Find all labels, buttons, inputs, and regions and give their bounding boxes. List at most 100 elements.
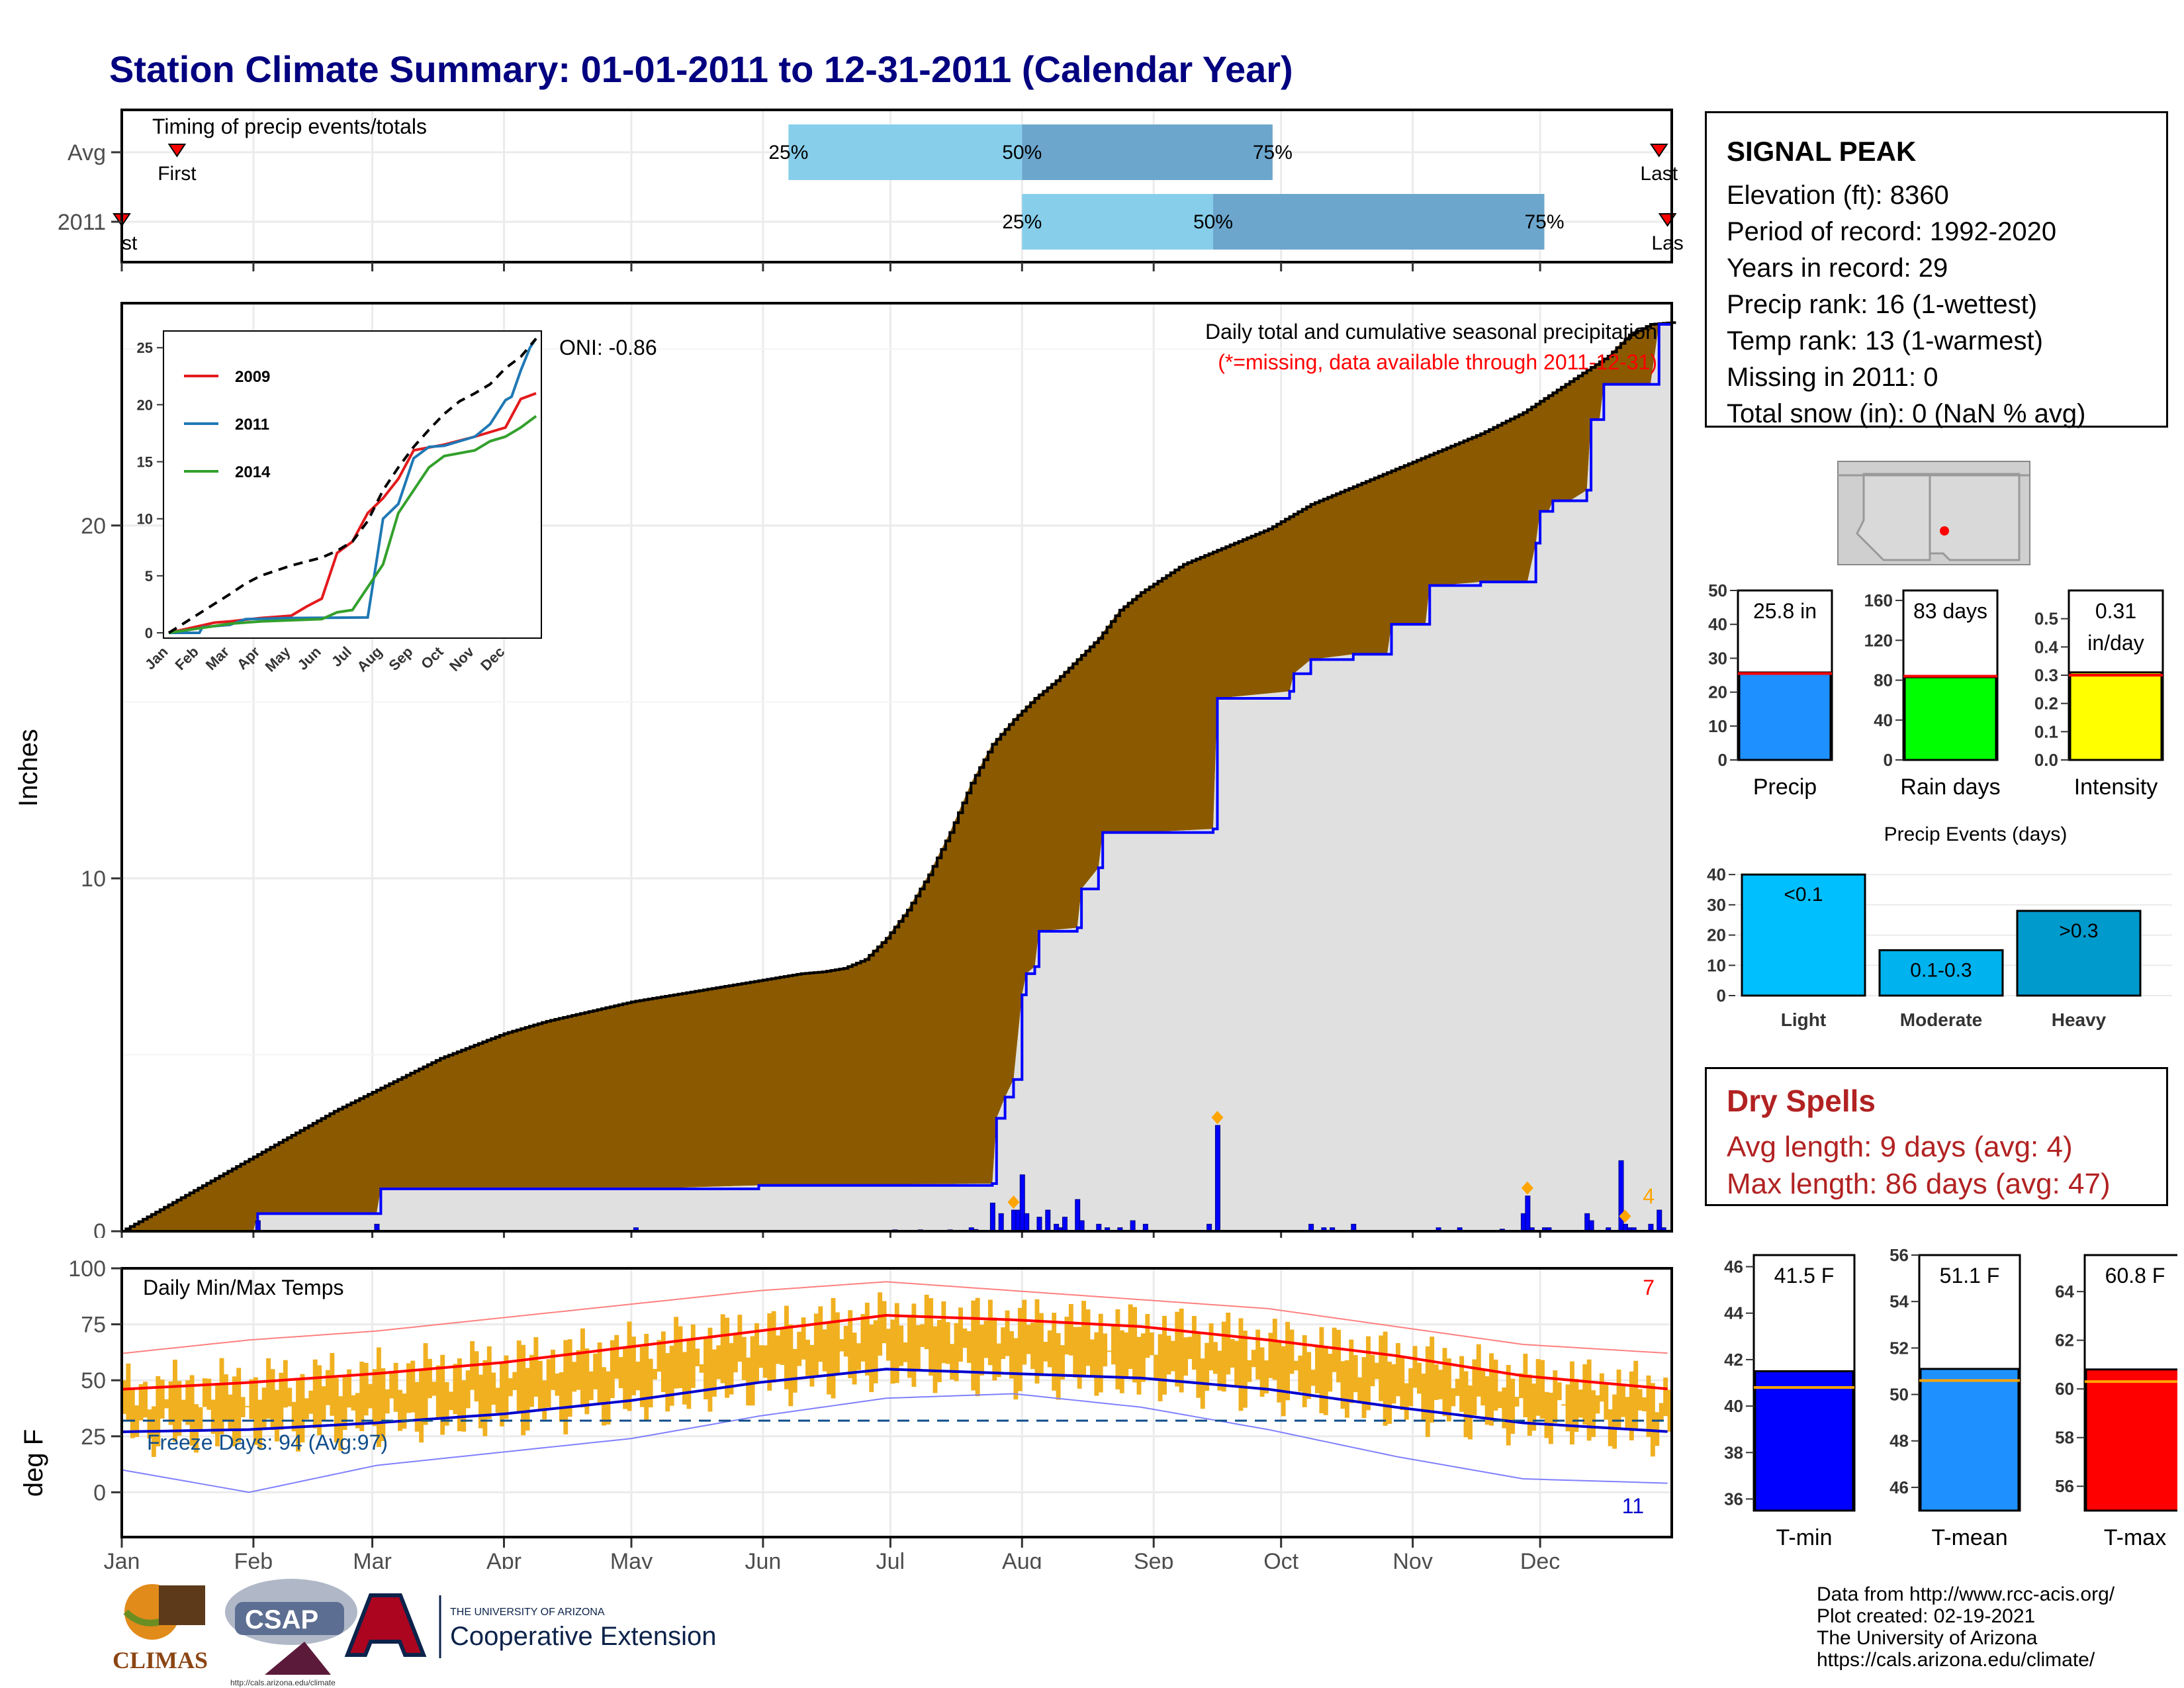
daily-temp-bar — [869, 1324, 874, 1392]
daily-temp-bar — [283, 1360, 288, 1408]
dry-spells-title: Dry Spells — [1727, 1084, 1876, 1118]
timing-bar-q50-q75 — [1213, 194, 1545, 250]
daily-temp-bar — [172, 1360, 177, 1442]
daily-temp-bar — [1094, 1332, 1099, 1396]
daily-precip-bar — [1618, 1160, 1624, 1232]
summary-bar — [2085, 1368, 2177, 1512]
daily-temp-bar — [1162, 1315, 1167, 1395]
daily-temp-bar — [653, 1368, 657, 1380]
daily-temp-bar — [945, 1322, 950, 1364]
daily-temp-bar — [1404, 1383, 1409, 1420]
daily-temp-bar — [580, 1328, 585, 1408]
precip-chart: 0 10 20 Daily total and cumulative seasona… — [14, 302, 1676, 1238]
daily-temp-bar — [393, 1362, 398, 1412]
daily-temp-bar — [1268, 1333, 1273, 1378]
daily-temp-bar — [1272, 1319, 1277, 1380]
timing-bar-q25-q50 — [788, 124, 1023, 180]
daily-temp-bar — [678, 1326, 683, 1389]
daily-temp-bar — [1667, 1389, 1672, 1432]
event-bar — [1878, 949, 2004, 997]
daily-temp-bar — [551, 1349, 555, 1390]
daily-temp-bar — [1459, 1356, 1465, 1412]
daily-temp-bar — [1438, 1370, 1443, 1399]
daily-temp-bar — [639, 1346, 645, 1407]
freeze-days-label: Freeze Days: 94 (Avg:97) — [147, 1430, 388, 1454]
daily-temp-bar — [711, 1349, 717, 1397]
summary-ytick-label: 20 — [1708, 682, 1727, 702]
coop-extension-text: Cooperative Extension — [450, 1622, 716, 1651]
daily-temp-bar — [894, 1303, 899, 1383]
daily-temp-bar — [512, 1372, 518, 1390]
daily-temp-bar — [805, 1339, 810, 1376]
daily-temp-bar — [1502, 1387, 1507, 1429]
daily-temp-bar — [1060, 1345, 1065, 1380]
daily-temp-bar — [321, 1386, 326, 1421]
csap-logo[interactable]: CSAP http://cals.arizona.edu/climate — [225, 1579, 357, 1687]
daily-temp-bar — [1370, 1354, 1375, 1387]
daily-temp-bar — [334, 1378, 339, 1443]
daily-temp-bar — [236, 1368, 242, 1442]
daily-precip-bar — [1079, 1220, 1085, 1232]
daily-temp-bar — [1298, 1355, 1303, 1392]
daily-temp-bar — [1366, 1336, 1371, 1411]
daily-temp-bar — [253, 1377, 258, 1445]
daily-temp-bar — [1586, 1359, 1592, 1441]
daily-temp-bar — [1455, 1378, 1460, 1396]
daily-temp-bar — [516, 1340, 522, 1413]
daily-temp-bar — [674, 1317, 679, 1389]
heavy-event-marker — [1211, 1111, 1224, 1125]
timing-q75-label: 75% — [1524, 211, 1564, 233]
precip-ytick-label: 0 — [93, 1219, 106, 1238]
climas-logo[interactable]: CLIMAS — [113, 1584, 208, 1673]
daily-temp-bar — [500, 1363, 504, 1427]
timing-bar-q50-q75 — [1022, 124, 1273, 180]
summary-ytick-label: 60 — [2055, 1379, 2074, 1399]
daily-temp-bar — [1599, 1373, 1604, 1402]
ua-logo[interactable]: THE UNIVERSITY OF ARIZONA Cooperative Ex… — [344, 1593, 716, 1658]
csap-url: http://cals.arizona.edu/climate — [230, 1678, 336, 1687]
first-label: st — [122, 232, 138, 254]
daily-temp-bar — [716, 1345, 721, 1380]
daily-temp-bar — [1353, 1355, 1358, 1393]
daily-temp-bar — [1196, 1332, 1201, 1398]
ua-small-text: THE UNIVERSITY OF ARIZONA — [450, 1607, 605, 1618]
daily-temp-bar — [435, 1365, 441, 1419]
info-line: Precip rank: 16 (1-wettest) — [1727, 290, 2038, 319]
daily-temp-bar — [453, 1364, 458, 1415]
last-label: Las — [1651, 232, 1683, 254]
daily-temp-bar — [270, 1369, 275, 1430]
daily-temp-bar — [406, 1363, 411, 1413]
summary-ytick-label: 50 — [1708, 583, 1727, 600]
temp-xtick-label: Oct — [1263, 1549, 1298, 1569]
logos[interactable]: CLIMAS CSAP http://cals.arizona.edu/clim… — [106, 1575, 754, 1688]
event-bar-label: <0.1 — [1784, 884, 1823, 906]
daily-temp-bar — [920, 1324, 925, 1347]
daily-temp-bar — [827, 1323, 832, 1395]
daily-temp-bar — [695, 1348, 700, 1366]
daily-temp-bar — [886, 1329, 891, 1361]
daily-temp-bar — [402, 1393, 407, 1429]
dry-spells-box: Dry Spells Avg length: 9 days (avg: 4) M… — [1705, 1067, 2168, 1206]
daily-temp-bar — [737, 1315, 743, 1362]
daily-temp-bar — [958, 1307, 963, 1362]
daily-temp-bar — [1548, 1392, 1553, 1444]
daily-temp-bar — [1412, 1346, 1418, 1388]
daily-temp-bar — [1017, 1307, 1023, 1391]
daily-temp-bar — [1259, 1347, 1265, 1397]
daily-temp-bar — [1238, 1318, 1244, 1411]
daily-temp-bar — [1056, 1333, 1061, 1400]
daily-temp-bar — [1323, 1348, 1328, 1415]
daily-temp-bar — [754, 1323, 759, 1383]
daily-temp-bar — [542, 1380, 547, 1420]
daily-temp-bar — [1255, 1329, 1261, 1380]
daily-temp-bar — [856, 1343, 861, 1370]
daily-precip-bar — [1024, 1213, 1030, 1232]
daily-temp-bar — [818, 1306, 823, 1362]
summary-ytick-label: 36 — [1724, 1489, 1743, 1509]
daily-temp-bar — [159, 1380, 165, 1419]
daily-temp-bar — [1158, 1334, 1163, 1401]
daily-temp-bar — [1001, 1327, 1006, 1359]
daily-temp-bar — [996, 1343, 1001, 1378]
daily-temp-bar — [1107, 1350, 1112, 1352]
daily-temp-bar — [1535, 1359, 1541, 1416]
